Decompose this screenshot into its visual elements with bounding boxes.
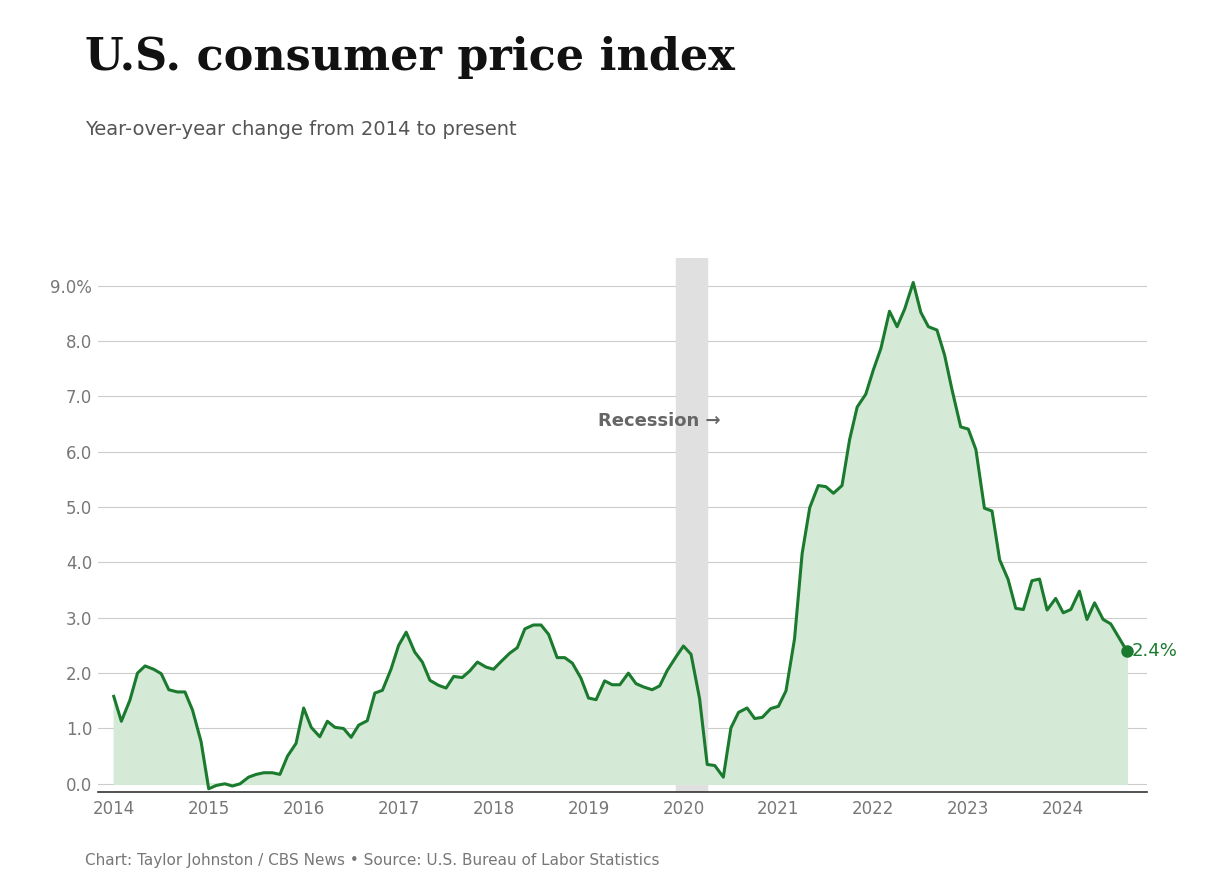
Bar (676, 258, 708, 792)
Text: Recession →: Recession → (598, 412, 721, 431)
Text: Chart: Taylor Johnston / CBS News • Source: U.S. Bureau of Labor Statistics: Chart: Taylor Johnston / CBS News • Sour… (85, 853, 660, 868)
Text: U.S. consumer price index: U.S. consumer price index (85, 36, 736, 78)
Text: Year-over-year change from 2014 to present: Year-over-year change from 2014 to prese… (85, 120, 517, 139)
Text: 2.4%: 2.4% (1132, 642, 1177, 660)
